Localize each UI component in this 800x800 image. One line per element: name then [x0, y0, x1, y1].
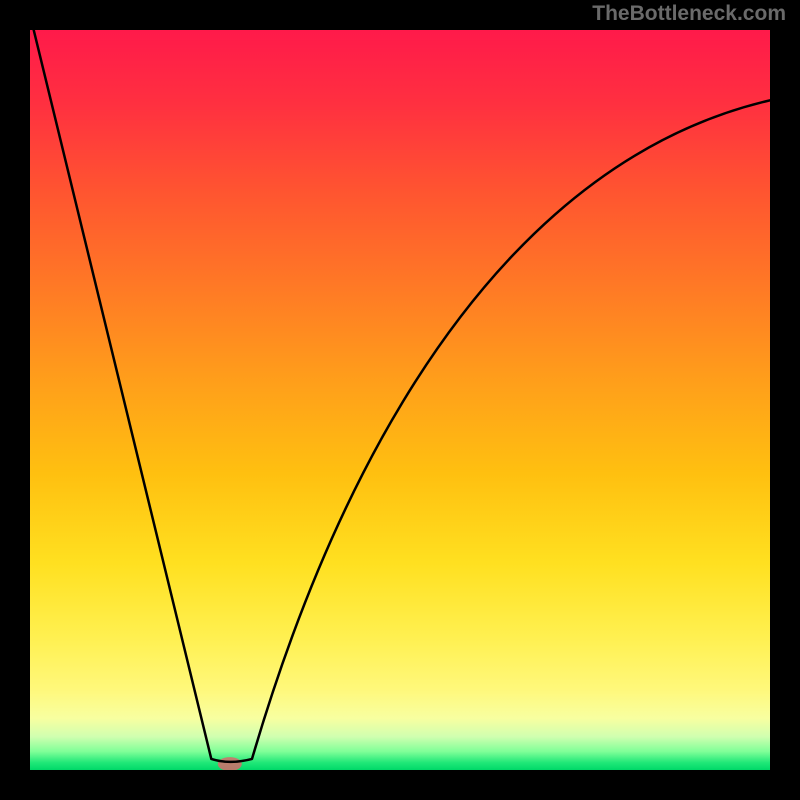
chart-svg: [30, 30, 770, 770]
watermark-text: TheBottleneck.com: [592, 2, 786, 26]
plot-area: [30, 30, 770, 770]
chart-container: TheBottleneck.com: [0, 0, 800, 800]
